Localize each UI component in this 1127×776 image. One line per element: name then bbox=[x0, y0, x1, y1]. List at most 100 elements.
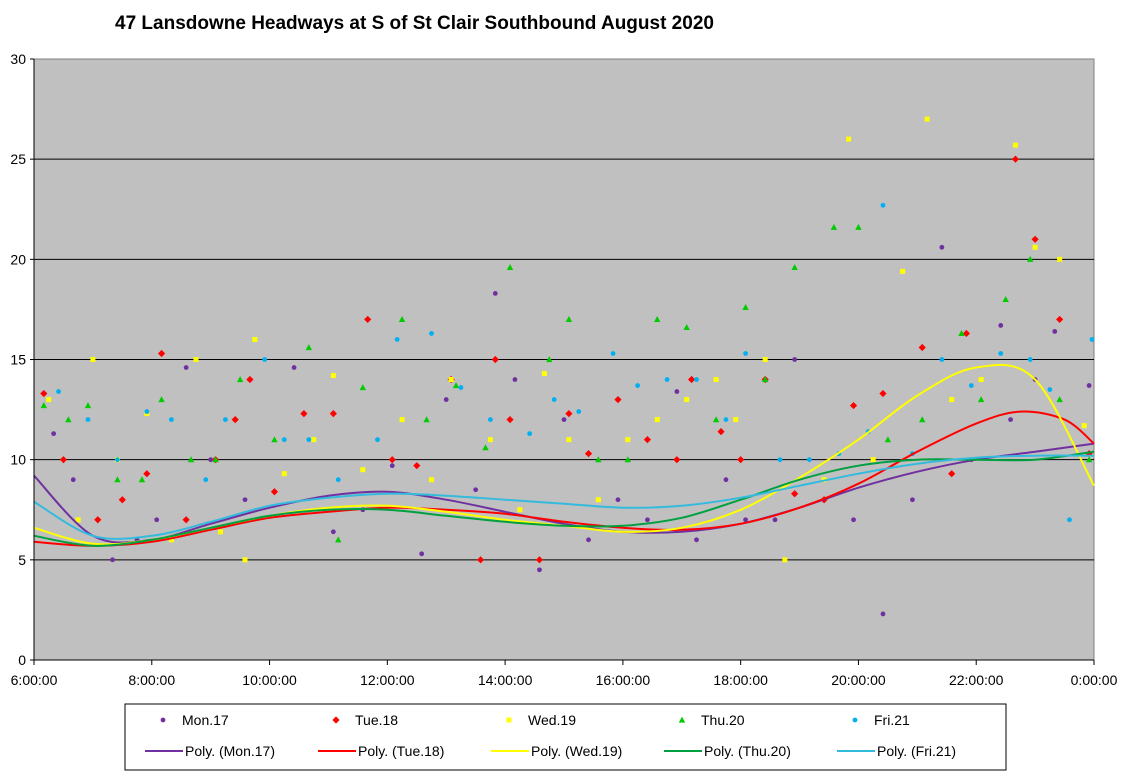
data-point bbox=[968, 383, 974, 388]
x-tick-label: 18:00:00 bbox=[713, 672, 768, 688]
data-point bbox=[1008, 417, 1013, 422]
data-point bbox=[252, 336, 258, 342]
legend-items: Mon.17 Tue.18 Wed.19 Thu.20 Fri.21 Poly. (Mon… bbox=[145, 712, 956, 759]
data-point bbox=[565, 409, 573, 418]
data-point bbox=[939, 244, 945, 250]
data-point bbox=[762, 357, 768, 362]
data-point bbox=[782, 557, 788, 563]
data-point bbox=[962, 329, 971, 338]
trendline-poly-fri-21 bbox=[33, 454, 1095, 540]
x-tick-label: 6:00:00 bbox=[11, 672, 58, 688]
data-point bbox=[948, 470, 956, 478]
data-point bbox=[389, 463, 395, 469]
y-axis: 0 5 10 15 20 25 30 bbox=[10, 51, 35, 668]
data-point bbox=[879, 389, 887, 398]
data-point bbox=[182, 516, 190, 524]
data-point bbox=[712, 416, 720, 423]
data-point bbox=[110, 557, 115, 563]
data-point bbox=[394, 337, 400, 342]
data-point bbox=[939, 357, 945, 362]
data-point bbox=[949, 397, 955, 403]
data-point bbox=[546, 356, 553, 363]
data-point bbox=[673, 456, 681, 464]
data-point bbox=[846, 136, 852, 142]
data-point bbox=[1032, 244, 1038, 250]
data-point bbox=[157, 349, 166, 358]
data-point bbox=[262, 357, 268, 362]
legend-label: Poly. (Fri.21) bbox=[877, 743, 956, 759]
data-point bbox=[70, 477, 76, 483]
data-point bbox=[491, 355, 499, 364]
data-point bbox=[94, 516, 102, 524]
data-point bbox=[880, 202, 886, 208]
data-point bbox=[584, 450, 593, 458]
trendline-poly-thu-20 bbox=[33, 450, 1095, 547]
data-point bbox=[114, 476, 121, 483]
data-point bbox=[625, 437, 631, 443]
data-point bbox=[958, 330, 965, 337]
data-point bbox=[880, 611, 886, 617]
legend-marker bbox=[160, 717, 166, 723]
data-point bbox=[694, 377, 699, 382]
data-point bbox=[884, 436, 892, 443]
legend-entry: Poly. (Fri.21) bbox=[837, 743, 956, 759]
data-point bbox=[595, 497, 601, 503]
data-point bbox=[168, 537, 174, 543]
data-point bbox=[919, 416, 926, 423]
data-point bbox=[40, 389, 48, 398]
data-point bbox=[448, 377, 454, 383]
data-point bbox=[684, 397, 690, 403]
data-point bbox=[1081, 423, 1087, 429]
data-point bbox=[203, 477, 209, 483]
trendlines bbox=[33, 363, 1095, 547]
legend-marker bbox=[852, 717, 858, 723]
x-tick-label: 22:00:00 bbox=[949, 672, 1004, 688]
data-point bbox=[1012, 142, 1018, 148]
data-point bbox=[85, 417, 91, 422]
data-point bbox=[217, 529, 223, 535]
data-point bbox=[492, 290, 498, 296]
data-point bbox=[918, 343, 926, 352]
x-tick-label: 20:00:00 bbox=[831, 672, 886, 688]
data-point bbox=[482, 444, 489, 451]
data-point bbox=[46, 397, 52, 403]
y-tick-label: 25 bbox=[10, 151, 26, 167]
data-point bbox=[977, 396, 985, 403]
legend-entry: Thu.20 bbox=[678, 712, 745, 728]
data-point bbox=[1047, 387, 1053, 392]
legend-label: Poly. (Wed.19) bbox=[531, 743, 622, 759]
data-point bbox=[565, 316, 573, 323]
data-point bbox=[855, 223, 862, 230]
legend-label: Poly. (Thu.20) bbox=[704, 743, 791, 759]
data-point bbox=[610, 351, 616, 356]
series-thu-20 bbox=[40, 223, 1093, 543]
y-tick-label: 15 bbox=[10, 352, 26, 368]
data-point bbox=[375, 437, 380, 443]
x-axis: 6:00:00 8:00:00 10:00:00 12:00:00 14:00:00 16… bbox=[11, 659, 1118, 688]
data-point bbox=[791, 490, 799, 498]
data-point bbox=[423, 416, 430, 423]
data-point bbox=[586, 537, 591, 543]
data-point bbox=[683, 324, 690, 331]
data-point bbox=[65, 416, 72, 423]
trendline-poly-mon-17 bbox=[33, 442, 1095, 544]
data-point bbox=[281, 471, 287, 477]
data-point bbox=[743, 517, 748, 523]
legend-entry: Mon.17 bbox=[160, 712, 229, 728]
legend-entry: Wed.19 bbox=[506, 712, 576, 728]
data-point bbox=[535, 556, 544, 564]
data-point bbox=[291, 365, 297, 370]
data-point bbox=[1002, 296, 1009, 302]
data-point bbox=[458, 385, 464, 390]
legend-label: Tue.18 bbox=[355, 712, 398, 728]
data-point bbox=[849, 401, 858, 410]
data-point bbox=[723, 477, 729, 483]
data-point bbox=[1086, 383, 1092, 388]
data-point bbox=[144, 409, 150, 414]
data-point bbox=[1067, 517, 1072, 523]
data-point bbox=[1056, 315, 1064, 324]
data-point bbox=[443, 397, 449, 402]
data-point bbox=[1027, 255, 1034, 262]
data-point bbox=[717, 428, 725, 436]
data-point bbox=[1089, 337, 1095, 342]
